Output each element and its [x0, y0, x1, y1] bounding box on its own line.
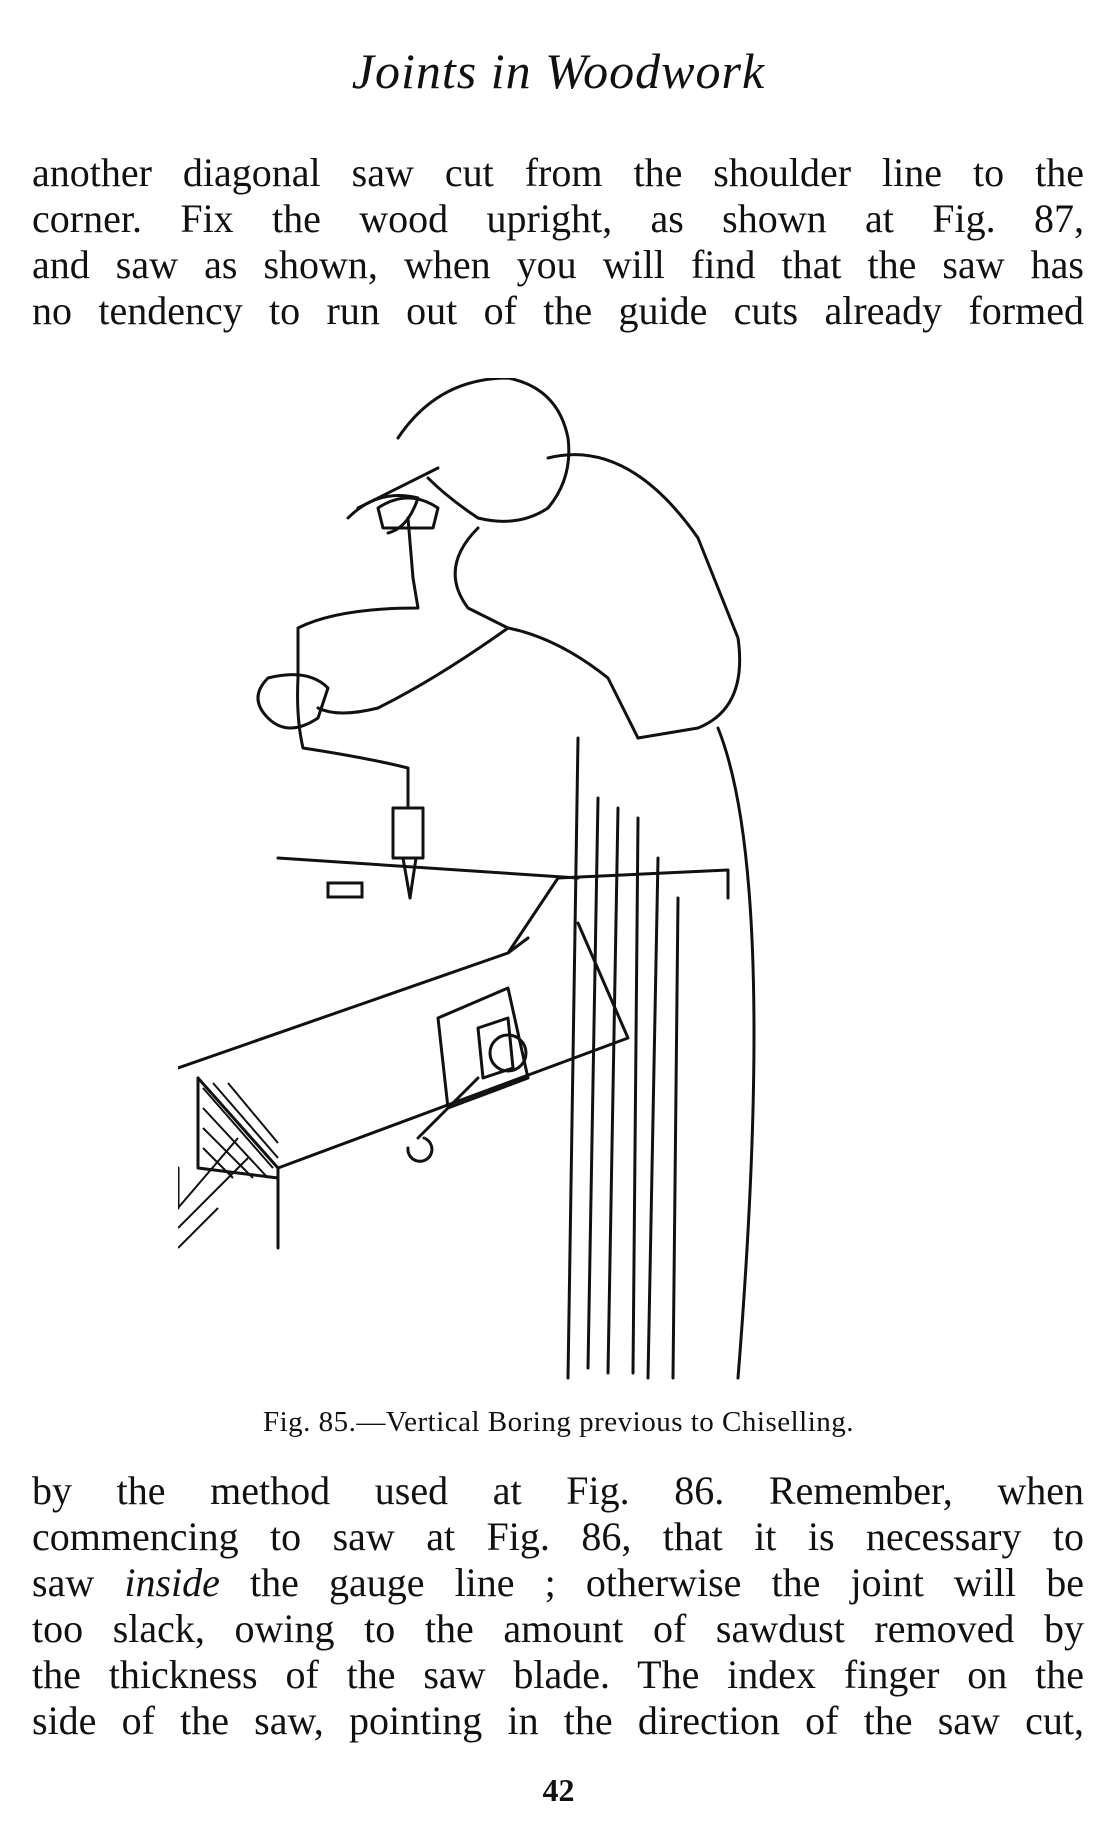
- text-line: another diagonal saw cut from the should…: [32, 150, 1084, 195]
- paragraph-top: another diagonal saw cut from the should…: [32, 150, 1084, 334]
- paragraph-bottom: by the method used at Fig. 86. Remember,…: [32, 1468, 1084, 1744]
- text-line: side of the saw, pointing in the directi…: [32, 1698, 1084, 1743]
- text-line: and saw as shown, when you will find tha…: [32, 242, 1084, 287]
- text-fragment: the gauge line ; otherwise the joint wil…: [219, 1560, 1084, 1605]
- text-line: commencing to saw at Fig. 86, that it is…: [32, 1514, 1084, 1559]
- text-fragment: saw: [32, 1560, 125, 1605]
- text-line: too slack, owing to the amount of sawdus…: [32, 1606, 1084, 1651]
- text-line: the thickness of the saw blade. The inde…: [32, 1652, 1084, 1697]
- text-line: corner. Fix the wood upright, as shown a…: [32, 196, 1084, 241]
- emphasis-inside: inside: [124, 1560, 220, 1605]
- page-number: 42: [542, 1772, 575, 1808]
- running-header: Joints in Woodwork: [351, 43, 766, 99]
- text-line: no tendency to run out of the guide cuts…: [32, 288, 1084, 333]
- illustration-vertical-boring: [178, 378, 756, 1380]
- text-line: by the method used at Fig. 86. Remember,…: [32, 1468, 1084, 1513]
- figure-caption: Fig. 85.—Vertical Boring previous to Chi…: [262, 1406, 855, 1438]
- text-line: saw inside the gauge line ; otherwise th…: [32, 1560, 1084, 1606]
